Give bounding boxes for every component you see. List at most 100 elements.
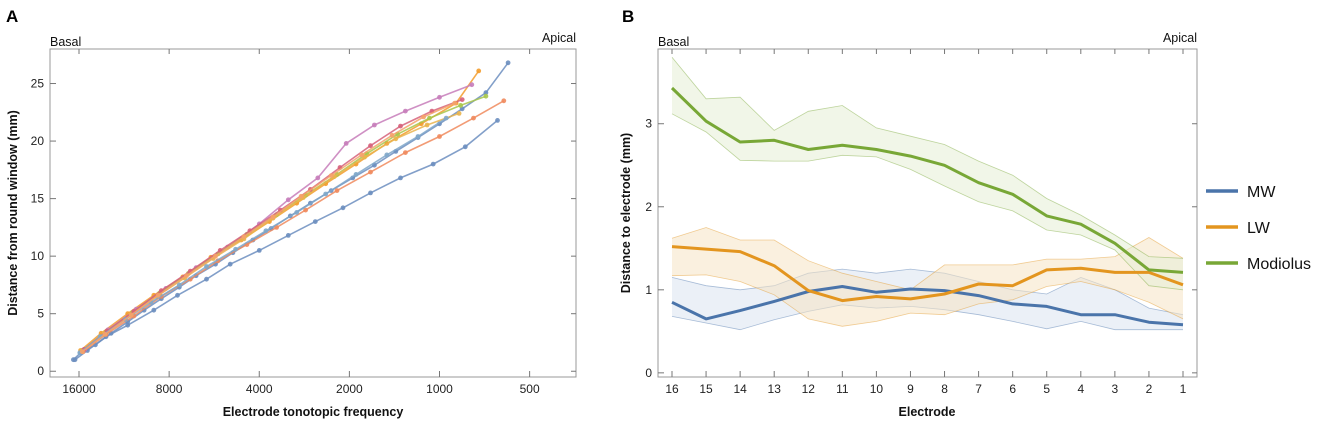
panel-a-ticks: 16000 8000 4000 2000 1000 500 0 5 10 15 20 25 bbox=[31, 49, 576, 396]
panel-b-basal-label: Basal bbox=[658, 35, 689, 49]
data-point bbox=[368, 190, 373, 196]
data-point bbox=[353, 172, 359, 177]
data-point bbox=[175, 292, 180, 298]
data-point bbox=[437, 94, 442, 100]
panel-a-ylabel: Distance from round window (mm) bbox=[6, 110, 20, 316]
data-point bbox=[368, 143, 373, 149]
x-tick-label: 8 bbox=[941, 382, 948, 396]
data-point bbox=[328, 173, 334, 179]
x-tick-label: 500 bbox=[520, 382, 540, 396]
y-tick-label: 1 bbox=[645, 283, 652, 297]
series-line bbox=[81, 102, 456, 353]
x-tick-label: 14 bbox=[733, 382, 747, 396]
series-cochlea-8 bbox=[81, 97, 465, 352]
data-point bbox=[256, 248, 262, 253]
panel-b-label: B bbox=[622, 7, 634, 26]
band-upper-modiolus bbox=[671, 57, 1184, 259]
data-point bbox=[505, 60, 511, 66]
data-point bbox=[443, 115, 449, 121]
series-cochlea-2 bbox=[72, 118, 500, 363]
x-tick-label: 11 bbox=[836, 382, 849, 396]
x-tick-label: 13 bbox=[768, 382, 782, 396]
data-point bbox=[233, 246, 239, 252]
data-point bbox=[312, 219, 318, 225]
series-line bbox=[72, 62, 509, 361]
y-tick-label: 15 bbox=[31, 192, 45, 206]
panel-b-frame bbox=[657, 48, 1198, 378]
data-point bbox=[398, 123, 403, 129]
data-point bbox=[184, 273, 189, 279]
data-point bbox=[403, 150, 408, 156]
y-tick-label: 0 bbox=[645, 366, 652, 380]
data-point bbox=[323, 191, 329, 197]
data-point bbox=[285, 233, 291, 238]
panel-a: A Basal Apical Electrode tonotopic frequ… bbox=[6, 7, 577, 419]
x-tick-label: 4 bbox=[1077, 382, 1084, 396]
data-point bbox=[263, 228, 269, 234]
x-tick-label: 6 bbox=[1009, 382, 1016, 396]
series-line bbox=[74, 119, 499, 361]
x-tick-label: 8000 bbox=[156, 382, 183, 396]
data-point bbox=[458, 103, 463, 108]
data-point bbox=[125, 322, 131, 328]
data-point bbox=[495, 118, 500, 123]
data-point bbox=[227, 261, 233, 267]
x-tick-label: 1000 bbox=[426, 382, 453, 396]
data-point bbox=[128, 312, 134, 318]
data-point bbox=[389, 132, 395, 138]
series-line-mw bbox=[671, 285, 1184, 327]
x-tick-label: 5 bbox=[1043, 382, 1050, 396]
data-point bbox=[469, 82, 475, 88]
panel-b: B Basal Apical Electrode Distance to ele… bbox=[619, 7, 1311, 419]
band-lower-modiolus bbox=[671, 113, 1184, 291]
data-point bbox=[452, 100, 458, 106]
data-point bbox=[102, 332, 108, 337]
data-point bbox=[151, 307, 157, 313]
data-point bbox=[340, 205, 346, 211]
data-point bbox=[176, 282, 182, 288]
data-point bbox=[270, 214, 276, 220]
panel-b-legend: MW LW Modiolus bbox=[1206, 184, 1311, 273]
data-point bbox=[204, 276, 209, 282]
panel-a-label: A bbox=[6, 7, 18, 26]
data-point bbox=[343, 141, 349, 146]
band-upper-lw bbox=[671, 227, 1184, 291]
y-tick-label: 10 bbox=[31, 249, 45, 263]
data-point bbox=[294, 210, 300, 215]
data-point bbox=[72, 357, 78, 363]
y-tick-label: 5 bbox=[37, 307, 44, 321]
y-tick-label: 3 bbox=[645, 117, 652, 131]
x-tick-label: 15 bbox=[699, 382, 713, 396]
data-point bbox=[424, 122, 430, 128]
data-point bbox=[462, 144, 468, 150]
data-point bbox=[285, 197, 291, 203]
band-lower-lw bbox=[671, 274, 1184, 327]
band-lw bbox=[672, 227, 1183, 327]
data-point bbox=[471, 115, 476, 121]
data-point bbox=[213, 253, 218, 259]
panel-a-basal-label: Basal bbox=[50, 35, 81, 49]
y-tick-label: 20 bbox=[31, 134, 45, 148]
x-tick-label: 4000 bbox=[246, 382, 273, 396]
panel-b-apical-label: Apical bbox=[1163, 31, 1197, 45]
panel-b-xlabel: Electrode bbox=[899, 405, 956, 419]
data-point bbox=[459, 97, 465, 102]
x-tick-label: 10 bbox=[870, 382, 884, 396]
panel-a-xlabel: Electrode tonotopic frequency bbox=[223, 405, 404, 419]
x-tick-label: 12 bbox=[802, 382, 816, 396]
panel-a-series bbox=[71, 60, 511, 363]
data-point bbox=[368, 169, 373, 175]
series-cochlea-10 bbox=[79, 100, 458, 355]
legend-label-modiolus: Modiolus bbox=[1247, 256, 1311, 273]
data-point bbox=[415, 134, 421, 139]
x-tick-label: 2 bbox=[1146, 382, 1153, 396]
band-modiolus bbox=[672, 57, 1183, 290]
data-point bbox=[384, 152, 390, 158]
x-tick-label: 9 bbox=[907, 382, 914, 396]
series-line-lw bbox=[671, 245, 1184, 303]
data-point bbox=[334, 188, 340, 194]
legend-label-lw: LW bbox=[1247, 220, 1271, 237]
data-point bbox=[241, 234, 247, 240]
data-point bbox=[421, 114, 426, 120]
